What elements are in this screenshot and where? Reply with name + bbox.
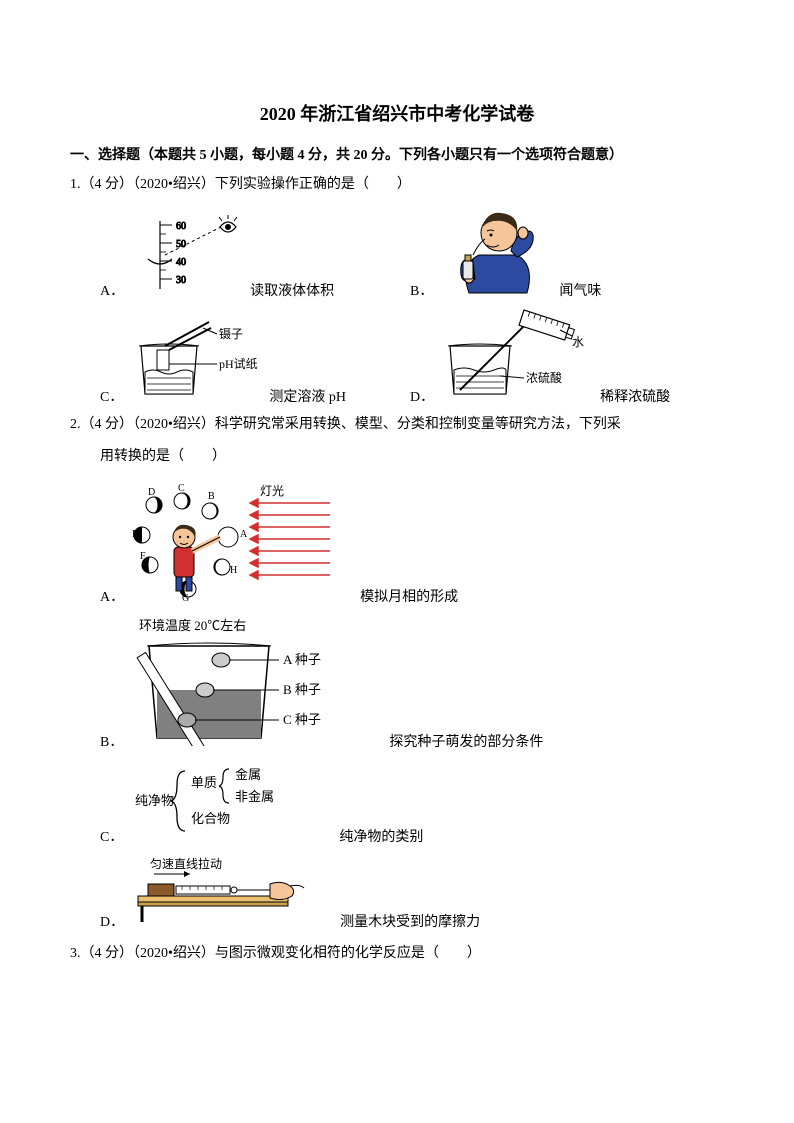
section-heading: 一、选择题（本题共 5 小题，每小题 4 分，共 20 分。下列各小题只有一个选…	[70, 144, 724, 164]
svg-text:匀速直线拉动: 匀速直线拉动	[150, 856, 222, 871]
question-2-stem-a: 2.（4 分）（2020•绍兴）科学研究常采用转换、模型、分类和控制变量等研究方…	[70, 412, 724, 439]
q2-opt-b-caption: 探究种子萌发的部分条件	[389, 731, 543, 751]
svg-text:纯净物: 纯净物	[135, 793, 174, 808]
q1-fig-c: 镊子 pH试纸	[129, 316, 259, 406]
q1-opt-c-label: C．	[100, 386, 123, 406]
q2-opt-c: C． 纯净物 单质 化合物 金属 非金属 纯净物的类别	[100, 761, 724, 846]
q1-opt-a-caption: 读取液体体积	[250, 280, 334, 300]
question-3-stem: 3.（4 分）（2020•绍兴）与图示微观变化相符的化学反应是（ ）	[70, 941, 724, 968]
question-2-stem-b: 用转换的是（ ）	[70, 444, 724, 471]
svg-text:C: C	[178, 483, 185, 494]
q2-opt-d-caption: 测量木块受到的摩擦力	[340, 911, 480, 931]
q2-opt-a: A． 灯光	[100, 481, 724, 606]
svg-text:水: 水	[572, 335, 584, 349]
svg-text:金属: 金属	[235, 767, 261, 782]
svg-text:30: 30	[176, 275, 186, 286]
svg-text:C 种子: C 种子	[283, 712, 321, 727]
svg-text:灯光: 灯光	[260, 484, 284, 498]
page-title: 2020 年浙江省绍兴市中考化学试卷	[70, 100, 724, 126]
q2-opt-c-caption: 纯净物的类别	[339, 826, 423, 846]
svg-text:G: G	[182, 593, 189, 601]
q2-fig-c: 纯净物 单质 化合物 金属 非金属	[129, 761, 329, 846]
svg-text:非金属: 非金属	[235, 789, 274, 804]
svg-text:60: 60	[176, 221, 186, 232]
q1-fig-b	[439, 205, 549, 300]
q2-opt-b: B． 环境温度 20℃左右 A 种子 B 种子	[100, 616, 724, 751]
q2-opt-d: D． 匀速直线拉动	[100, 856, 724, 931]
svg-text:镊子: 镊子	[219, 327, 243, 341]
q1-options-row2: C．	[100, 306, 724, 406]
q1-opt-b-caption: 闻气味	[559, 280, 601, 300]
svg-text:环境温度 20℃左右: 环境温度 20℃左右	[139, 618, 246, 633]
q1-fig-d: 水 浓硫酸	[440, 306, 590, 406]
question-1-stem: 1.（4 分）（2020•绍兴）下列实验操作正确的是（ ）	[70, 172, 724, 199]
q1-opt-b-label: B．	[410, 280, 433, 300]
svg-text:浓硫酸: 浓硫酸	[526, 370, 562, 385]
svg-text:单质: 单质	[191, 775, 217, 790]
q1-opt-d-label: D．	[410, 386, 434, 406]
svg-text:H: H	[230, 565, 237, 576]
q2-opt-c-label: C．	[100, 826, 123, 846]
svg-text:B: B	[208, 491, 215, 502]
svg-text:40: 40	[176, 257, 186, 268]
q1-opt-d-caption: 稀释浓硫酸	[600, 386, 670, 406]
q1-fig-a: 60 50 40 30	[130, 215, 240, 300]
q2-opt-b-label: B．	[100, 731, 123, 751]
svg-text:A 种子: A 种子	[283, 652, 321, 667]
svg-text:B 种子: B 种子	[283, 682, 321, 697]
q1-opt-a-label: A．	[100, 280, 124, 300]
q2-fig-d: 匀速直线拉动	[130, 856, 330, 931]
q1-options-row1: A． 60 50 40 30	[100, 205, 724, 300]
svg-text:pH试纸: pH试纸	[219, 356, 258, 371]
q2-opt-a-caption: 模拟月相的形成	[360, 586, 458, 606]
q2-opt-d-label: D．	[100, 911, 124, 931]
q1-opt-c-caption: 测定溶液 pH	[269, 386, 346, 406]
q2-opt-a-label: A．	[100, 586, 124, 606]
svg-text:化合物: 化合物	[191, 811, 230, 826]
svg-text:D: D	[148, 487, 155, 498]
svg-text:E: E	[132, 529, 138, 540]
svg-text:F: F	[140, 551, 146, 562]
svg-text:A: A	[240, 529, 248, 540]
q2-fig-b: 环境温度 20℃左右 A 种子 B 种子 C 种子	[129, 616, 379, 751]
q2-fig-a: 灯光	[130, 481, 350, 606]
